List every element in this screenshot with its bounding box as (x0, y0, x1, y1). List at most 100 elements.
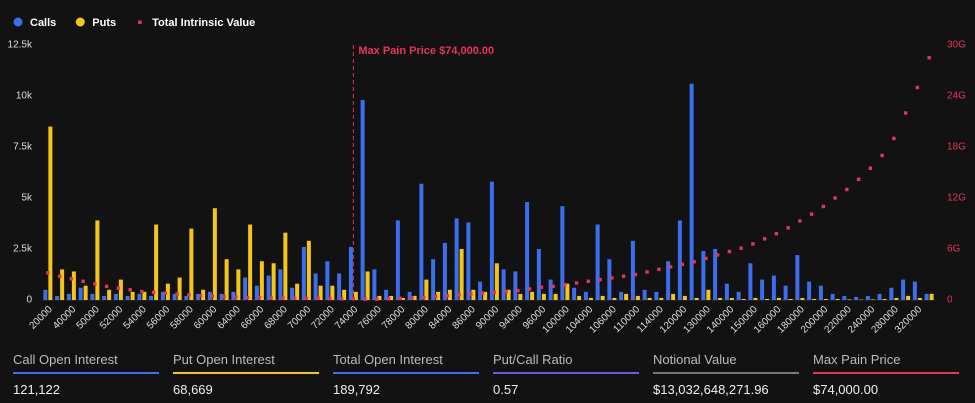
intrinsic-dot (386, 297, 391, 301)
bar (865, 295, 870, 300)
bar (118, 279, 123, 300)
bar (765, 298, 770, 300)
bar (400, 297, 405, 300)
x-tick-label: 52000 (98, 304, 126, 332)
bar (741, 298, 746, 300)
intrinsic-dot (798, 219, 802, 223)
y2-tick-label: 18G (947, 142, 966, 153)
bar (207, 291, 212, 300)
stat: Put/Call Ratio 0.57 (493, 352, 639, 397)
intrinsic-dot (116, 286, 121, 290)
bar (647, 297, 652, 300)
bar (271, 263, 276, 300)
intrinsic-dot (445, 294, 450, 298)
bar (583, 291, 588, 300)
bar (337, 273, 342, 300)
x-tick-label: 60000 (192, 304, 220, 332)
intrinsic-dot (281, 296, 285, 300)
bar (478, 281, 483, 300)
intrinsic-dot (809, 212, 814, 216)
intrinsic-dot (375, 297, 379, 301)
bar (917, 297, 922, 300)
intrinsic-dot (57, 274, 62, 278)
intrinsic-dot (892, 136, 896, 141)
bar (666, 261, 671, 300)
bar (189, 228, 194, 300)
bar (788, 298, 793, 300)
bar (553, 293, 558, 300)
bar (254, 285, 259, 300)
stat-underline (13, 372, 159, 374)
bar (541, 293, 546, 300)
x-tick-label: 58000 (168, 304, 196, 332)
bar (854, 296, 859, 300)
intrinsic-dot (245, 295, 250, 300)
bar (325, 261, 330, 300)
intrinsic-dot (610, 276, 614, 280)
bar (630, 240, 635, 300)
intrinsic-dot (551, 284, 555, 289)
x-tick-label: 54000 (121, 304, 149, 332)
legend-marker (13, 17, 23, 27)
bar (800, 297, 805, 300)
x-tick-label: 70000 (286, 304, 314, 332)
intrinsic-dot (433, 294, 438, 299)
bar (295, 283, 300, 300)
bar (548, 279, 553, 300)
intrinsic-dot (527, 287, 532, 291)
bar (160, 291, 165, 300)
intrinsic-dot (692, 260, 696, 264)
intrinsic-dot (645, 270, 649, 274)
x-tick-label: 56000 (145, 304, 173, 332)
stat-value: $74,000.00 (813, 382, 879, 397)
bar (412, 295, 417, 300)
bar (154, 224, 159, 300)
intrinsic-dot (751, 242, 755, 246)
intrinsic-dot (269, 296, 273, 300)
stat-value: $13,032,648,271.96 (653, 382, 769, 397)
bar (501, 269, 506, 300)
bar (283, 232, 288, 300)
bar (301, 246, 306, 300)
intrinsic-dot (586, 279, 591, 283)
bar (565, 283, 570, 300)
bar (466, 222, 471, 300)
stat-label: Put/Call Ratio (493, 352, 573, 367)
bar (384, 289, 389, 300)
bar (577, 295, 582, 300)
intrinsic-dot (927, 56, 931, 60)
stat: Call Open Interest 121,122 (13, 352, 159, 397)
bar (677, 220, 682, 300)
stat: Total Open Interest 189,792 (333, 352, 479, 397)
bar (912, 281, 917, 300)
intrinsic-dot (140, 289, 144, 294)
stat-label: Total Open Interest (333, 352, 443, 367)
bar (906, 295, 911, 300)
intrinsic-dot (151, 290, 156, 295)
stat-label: Put Open Interest (173, 352, 275, 367)
bar (518, 293, 523, 300)
stat: Notional Value $13,032,648,271.96 (653, 352, 799, 397)
bar (266, 275, 271, 300)
bar (736, 291, 741, 300)
bar (619, 291, 624, 300)
bar (701, 251, 706, 300)
bar (724, 283, 729, 300)
bar (78, 287, 83, 300)
y-tick-label: 2.5k (13, 244, 33, 255)
bar (95, 220, 100, 300)
intrinsic-dot (480, 291, 485, 295)
bar (389, 295, 394, 300)
bar (612, 297, 617, 300)
intrinsic-dot (104, 284, 109, 289)
y2-tick-label: 12G (947, 193, 966, 204)
intrinsic-dot (504, 289, 508, 294)
bar (771, 275, 776, 300)
annotation: Max Pain Price $74,000.00 (358, 45, 494, 57)
bar (694, 297, 699, 300)
x-tick-label: 50000 (74, 304, 102, 332)
bar (318, 285, 323, 300)
bar (201, 289, 206, 300)
chart: 0 2.5k 5k 7.5k 10k 12.5k 0 6G 12G 18G 24G 30G 200004… (8, 17, 967, 336)
bar (66, 293, 71, 300)
